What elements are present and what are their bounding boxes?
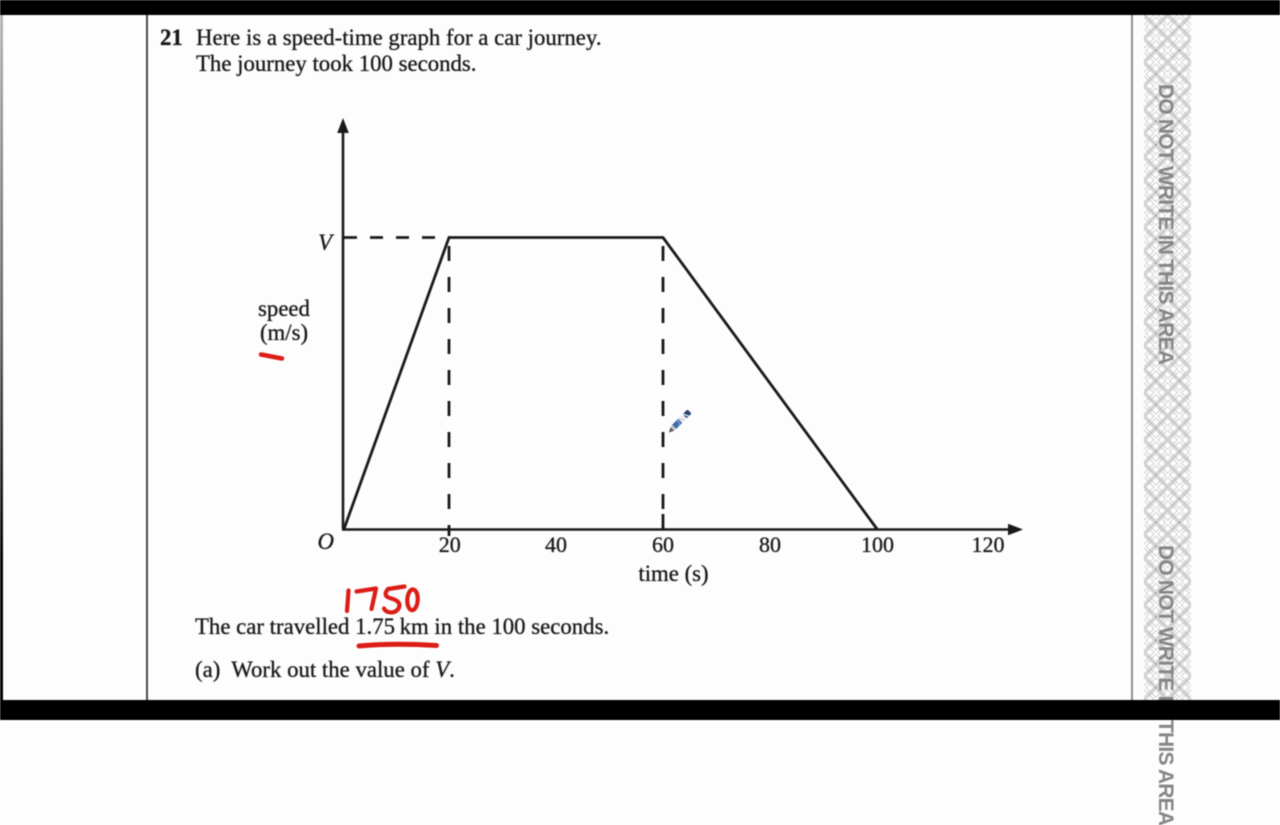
svg-text:20: 20: [439, 532, 461, 557]
svg-text:60: 60: [652, 532, 674, 557]
svg-text:V: V: [318, 230, 335, 255]
svg-text:speed: speed: [258, 296, 311, 321]
svg-text:O: O: [318, 529, 334, 554]
svg-text:120: 120: [972, 532, 1005, 557]
svg-text:time (s): time (s): [638, 561, 708, 586]
svg-text:100: 100: [861, 532, 894, 557]
svg-text:40: 40: [545, 532, 567, 557]
svg-text:(m/s): (m/s): [260, 320, 308, 345]
svg-text:80: 80: [759, 532, 781, 557]
